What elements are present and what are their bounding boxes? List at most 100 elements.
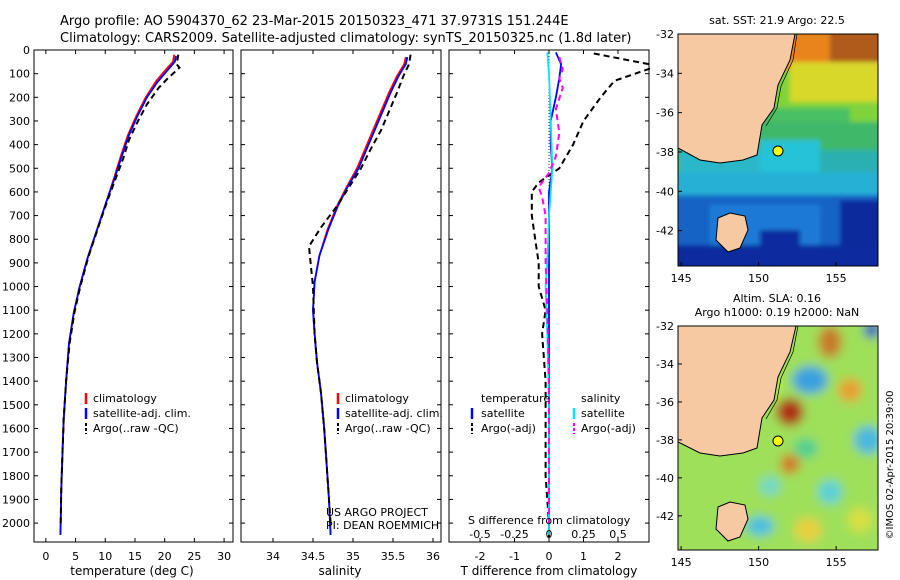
legend-t-satellite-label: satellite [481, 407, 525, 420]
s-tick-label: 0.25 [571, 528, 596, 541]
legend-s-satellite-label: satellite [581, 407, 625, 420]
y-tick-label: 1800 [2, 470, 30, 483]
lat-tick-label: -40 [656, 185, 674, 198]
sla-mainland [677, 325, 797, 457]
temperature-legend: climatology satellite-adj. clim. Argo(..… [84, 392, 191, 435]
legend-s-argo-label: Argo(-adj) [581, 422, 636, 435]
y-tick-label: 1400 [2, 375, 30, 388]
x-tick-label: -2 [475, 550, 486, 563]
y-tick-label: 900 [9, 257, 30, 270]
y-tick-label: 1600 [2, 422, 30, 435]
t-difference-axis-label: T difference from climatology [460, 564, 638, 578]
x-tick-label: 1 [580, 550, 587, 563]
y-tick-label: 2000 [2, 517, 30, 530]
salinity-panel: 34 34.5 35 35.5 36 salinity climatology sate… [240, 49, 443, 578]
sla-map-panel: Altim. SLA: 0.16 Argo h1000: 0.19 h2000:… [656, 292, 879, 569]
sst-map-panel: sat. SST: 21.9 Argo: 22.5 [656, 14, 879, 285]
series-argo-raw-qc--line [307, 54, 412, 524]
x-tick-label: 36 [426, 550, 440, 563]
x-tick-label: 10 [98, 550, 112, 563]
y-tick-label: 1900 [2, 493, 30, 506]
legend-argo-label: Argo(..raw -QC) [345, 422, 431, 435]
sla-tasmania [715, 501, 749, 542]
salinity-plot-frame [240, 49, 442, 543]
project-credit-line2: PI: DEAN ROEMMICH [326, 519, 439, 532]
lat-tick-label: -36 [656, 107, 674, 120]
figure-title-line2: Climatology: CARS2009. Satellite-adjuste… [60, 31, 632, 46]
x-tick-label: 5 [72, 550, 79, 563]
s-tick-label: 0 [546, 528, 553, 541]
legend-salinity-header: salinity [581, 392, 621, 405]
x-tick-label: 34 [266, 550, 280, 563]
y-tick-label: 300 [9, 115, 30, 128]
s-tick-label: -0.5 [469, 528, 490, 541]
x-tick-label: 30 [217, 550, 231, 563]
lat-tick-label: -34 [656, 67, 674, 80]
series-satellite-adj-clim--line [312, 56, 409, 535]
s-tick-label: -0.25 [500, 528, 528, 541]
legend-climatology-label: climatology [93, 392, 157, 405]
series-argo-raw-qc--line [59, 54, 181, 524]
lat-tick-label: -40 [656, 472, 674, 485]
lat-tick-label: -38 [656, 146, 674, 159]
lon-tick-label: 155 [826, 556, 847, 569]
sst-mainland [677, 33, 796, 164]
lat-tick-label: -38 [656, 434, 674, 447]
legend-t-argo-label: Argo(-adj) [481, 422, 536, 435]
legend-satellite-label: satellite-adj. clim. [345, 407, 443, 420]
project-credit-line1: US ARGO PROJECT [326, 506, 428, 519]
salinity-axis-label: salinity [318, 564, 361, 578]
y-tick-label: 1500 [2, 399, 30, 412]
y-tick-label: 200 [9, 91, 30, 104]
sst-map-title: sat. SST: 21.9 Argo: 22.5 [709, 14, 845, 27]
lon-tick-label: 145 [671, 272, 692, 285]
x-tick-label: 0 [42, 550, 49, 563]
legend-argo-label: Argo(..raw -QC) [93, 422, 179, 435]
lat-tick-label: -32 [656, 320, 674, 333]
temperature-panel: 0100200300400500600700800900100011001200… [2, 44, 234, 578]
legend-satellite-label: satellite-adj. clim. [93, 407, 191, 420]
lon-tick-label: 145 [671, 556, 692, 569]
sla-shelf-contour [765, 325, 799, 420]
x-tick-label: 35.5 [381, 550, 406, 563]
y-tick-label: 500 [9, 162, 30, 175]
lat-tick-label: -42 [656, 225, 674, 238]
y-tick-label: 1200 [2, 328, 30, 341]
x-tick-label: 15 [128, 550, 142, 563]
difference-legend: temperature satellite Argo(-adj) salinit… [470, 392, 636, 435]
x-tick-label: 20 [158, 550, 172, 563]
y-tick-label: 0 [23, 44, 30, 57]
x-tick-label: 0 [546, 550, 553, 563]
lat-tick-label: -32 [656, 28, 674, 41]
x-tick-label: 35 [346, 550, 360, 563]
y-tick-label: 600 [9, 186, 30, 199]
series-t-argo-adj--line [530, 52, 650, 538]
lon-tick-label: 150 [748, 272, 769, 285]
sla-argo-location-marker [772, 435, 784, 447]
legend-temperature-header: temperature [481, 392, 550, 405]
figure-title-line1: Argo profile: AO 5904370_62 23-Mar-2015 … [60, 14, 569, 29]
imos-timestamp: ©IMOS 02-Apr-2015 20:39:00 [885, 391, 896, 540]
lon-tick-label: 155 [826, 272, 847, 285]
sla-map-title-line1: Altim. SLA: 0.16 [733, 292, 821, 305]
sst-map-frame [677, 33, 879, 267]
salinity-legend: climatology satellite-adj. clim. Argo(..… [336, 392, 443, 435]
y-tick-label: 400 [9, 139, 30, 152]
x-tick-label: 2 [614, 550, 621, 563]
lat-tick-label: -42 [656, 510, 674, 523]
s-difference-axis-label: S difference from climatology [468, 514, 631, 527]
lat-tick-label: -34 [656, 358, 674, 371]
temperature-axis-label: temperature (deg C) [70, 564, 193, 578]
legend-climatology-label: climatology [345, 392, 409, 405]
y-tick-label: 1000 [2, 281, 30, 294]
sst-tasmania [715, 212, 749, 253]
s-tick-label: 0.5 [609, 528, 627, 541]
sst-shelf-contour [765, 33, 798, 127]
y-tick-label: 800 [9, 233, 30, 246]
y-tick-label: 700 [9, 210, 30, 223]
y-tick-label: 1700 [2, 446, 30, 459]
sst-argo-location-marker [772, 145, 784, 157]
y-tick-label: 1100 [2, 304, 30, 317]
sla-map-title-line2: Argo h1000: 0.19 h2000: NaN [695, 306, 860, 319]
